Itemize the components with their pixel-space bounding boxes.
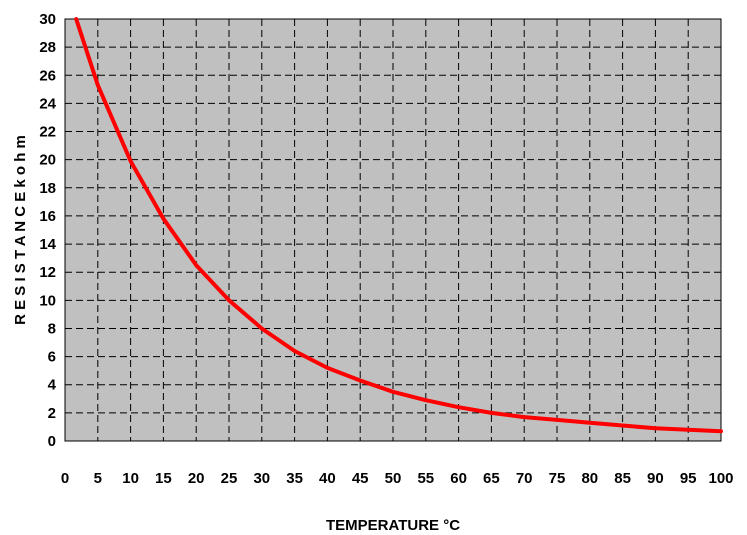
y-tick-label: 20 <box>39 152 56 169</box>
y-tick-label: 16 <box>39 208 56 225</box>
y-tick-label: 2 <box>48 405 56 422</box>
y-tick-label: 28 <box>39 39 56 56</box>
x-tick-label: 20 <box>188 470 205 487</box>
x-tick-label: 50 <box>385 470 402 487</box>
x-tick-label: 55 <box>417 470 434 487</box>
x-tick-labels: 0 5 10 15 20 25 30 35 40 45 50 55 60 65 70 75 80 85 90 95 10… <box>61 470 734 487</box>
x-tick-label: 40 <box>319 470 336 487</box>
y-axis-title: R E S I S T A N C E k o h m <box>12 135 29 325</box>
x-tick-label: 90 <box>647 470 664 487</box>
x-tick-label: 15 <box>155 470 172 487</box>
y-tick-label: 8 <box>48 320 56 337</box>
y-tick-label: 24 <box>39 95 56 112</box>
y-tick-label: 30 <box>39 11 56 28</box>
x-tick-label: 25 <box>221 470 238 487</box>
y-tick-label: 12 <box>39 264 56 281</box>
x-tick-label: 35 <box>286 470 303 487</box>
x-tick-label: 0 <box>61 470 69 487</box>
y-tick-label: 4 <box>48 377 57 394</box>
y-tick-label: 10 <box>39 292 56 309</box>
x-tick-label: 60 <box>450 470 467 487</box>
x-tick-label: 65 <box>483 470 500 487</box>
y-tick-label: 18 <box>39 180 56 197</box>
x-tick-label: 85 <box>614 470 631 487</box>
series-line <box>74 17 723 434</box>
y-tick-label: 6 <box>48 349 56 366</box>
x-tick-label: 75 <box>549 470 566 487</box>
x-axis-title: TEMPERATURE °C <box>326 517 460 534</box>
x-tick-label: 5 <box>94 470 102 487</box>
x-tick-label: 10 <box>122 470 139 487</box>
x-tick-label: 70 <box>516 470 533 487</box>
x-tick-label: 80 <box>581 470 598 487</box>
series-layer <box>74 17 723 434</box>
y-tick-label: 14 <box>39 236 56 253</box>
x-tick-label: 95 <box>680 470 697 487</box>
x-tick-label: 30 <box>253 470 270 487</box>
y-tick-label: 0 <box>48 433 56 450</box>
grid <box>65 19 721 441</box>
x-tick-label: 45 <box>352 470 369 487</box>
y-tick-label: 26 <box>39 67 56 84</box>
x-tick-label: 100 <box>708 470 733 487</box>
y-tick-label: 22 <box>39 124 56 141</box>
